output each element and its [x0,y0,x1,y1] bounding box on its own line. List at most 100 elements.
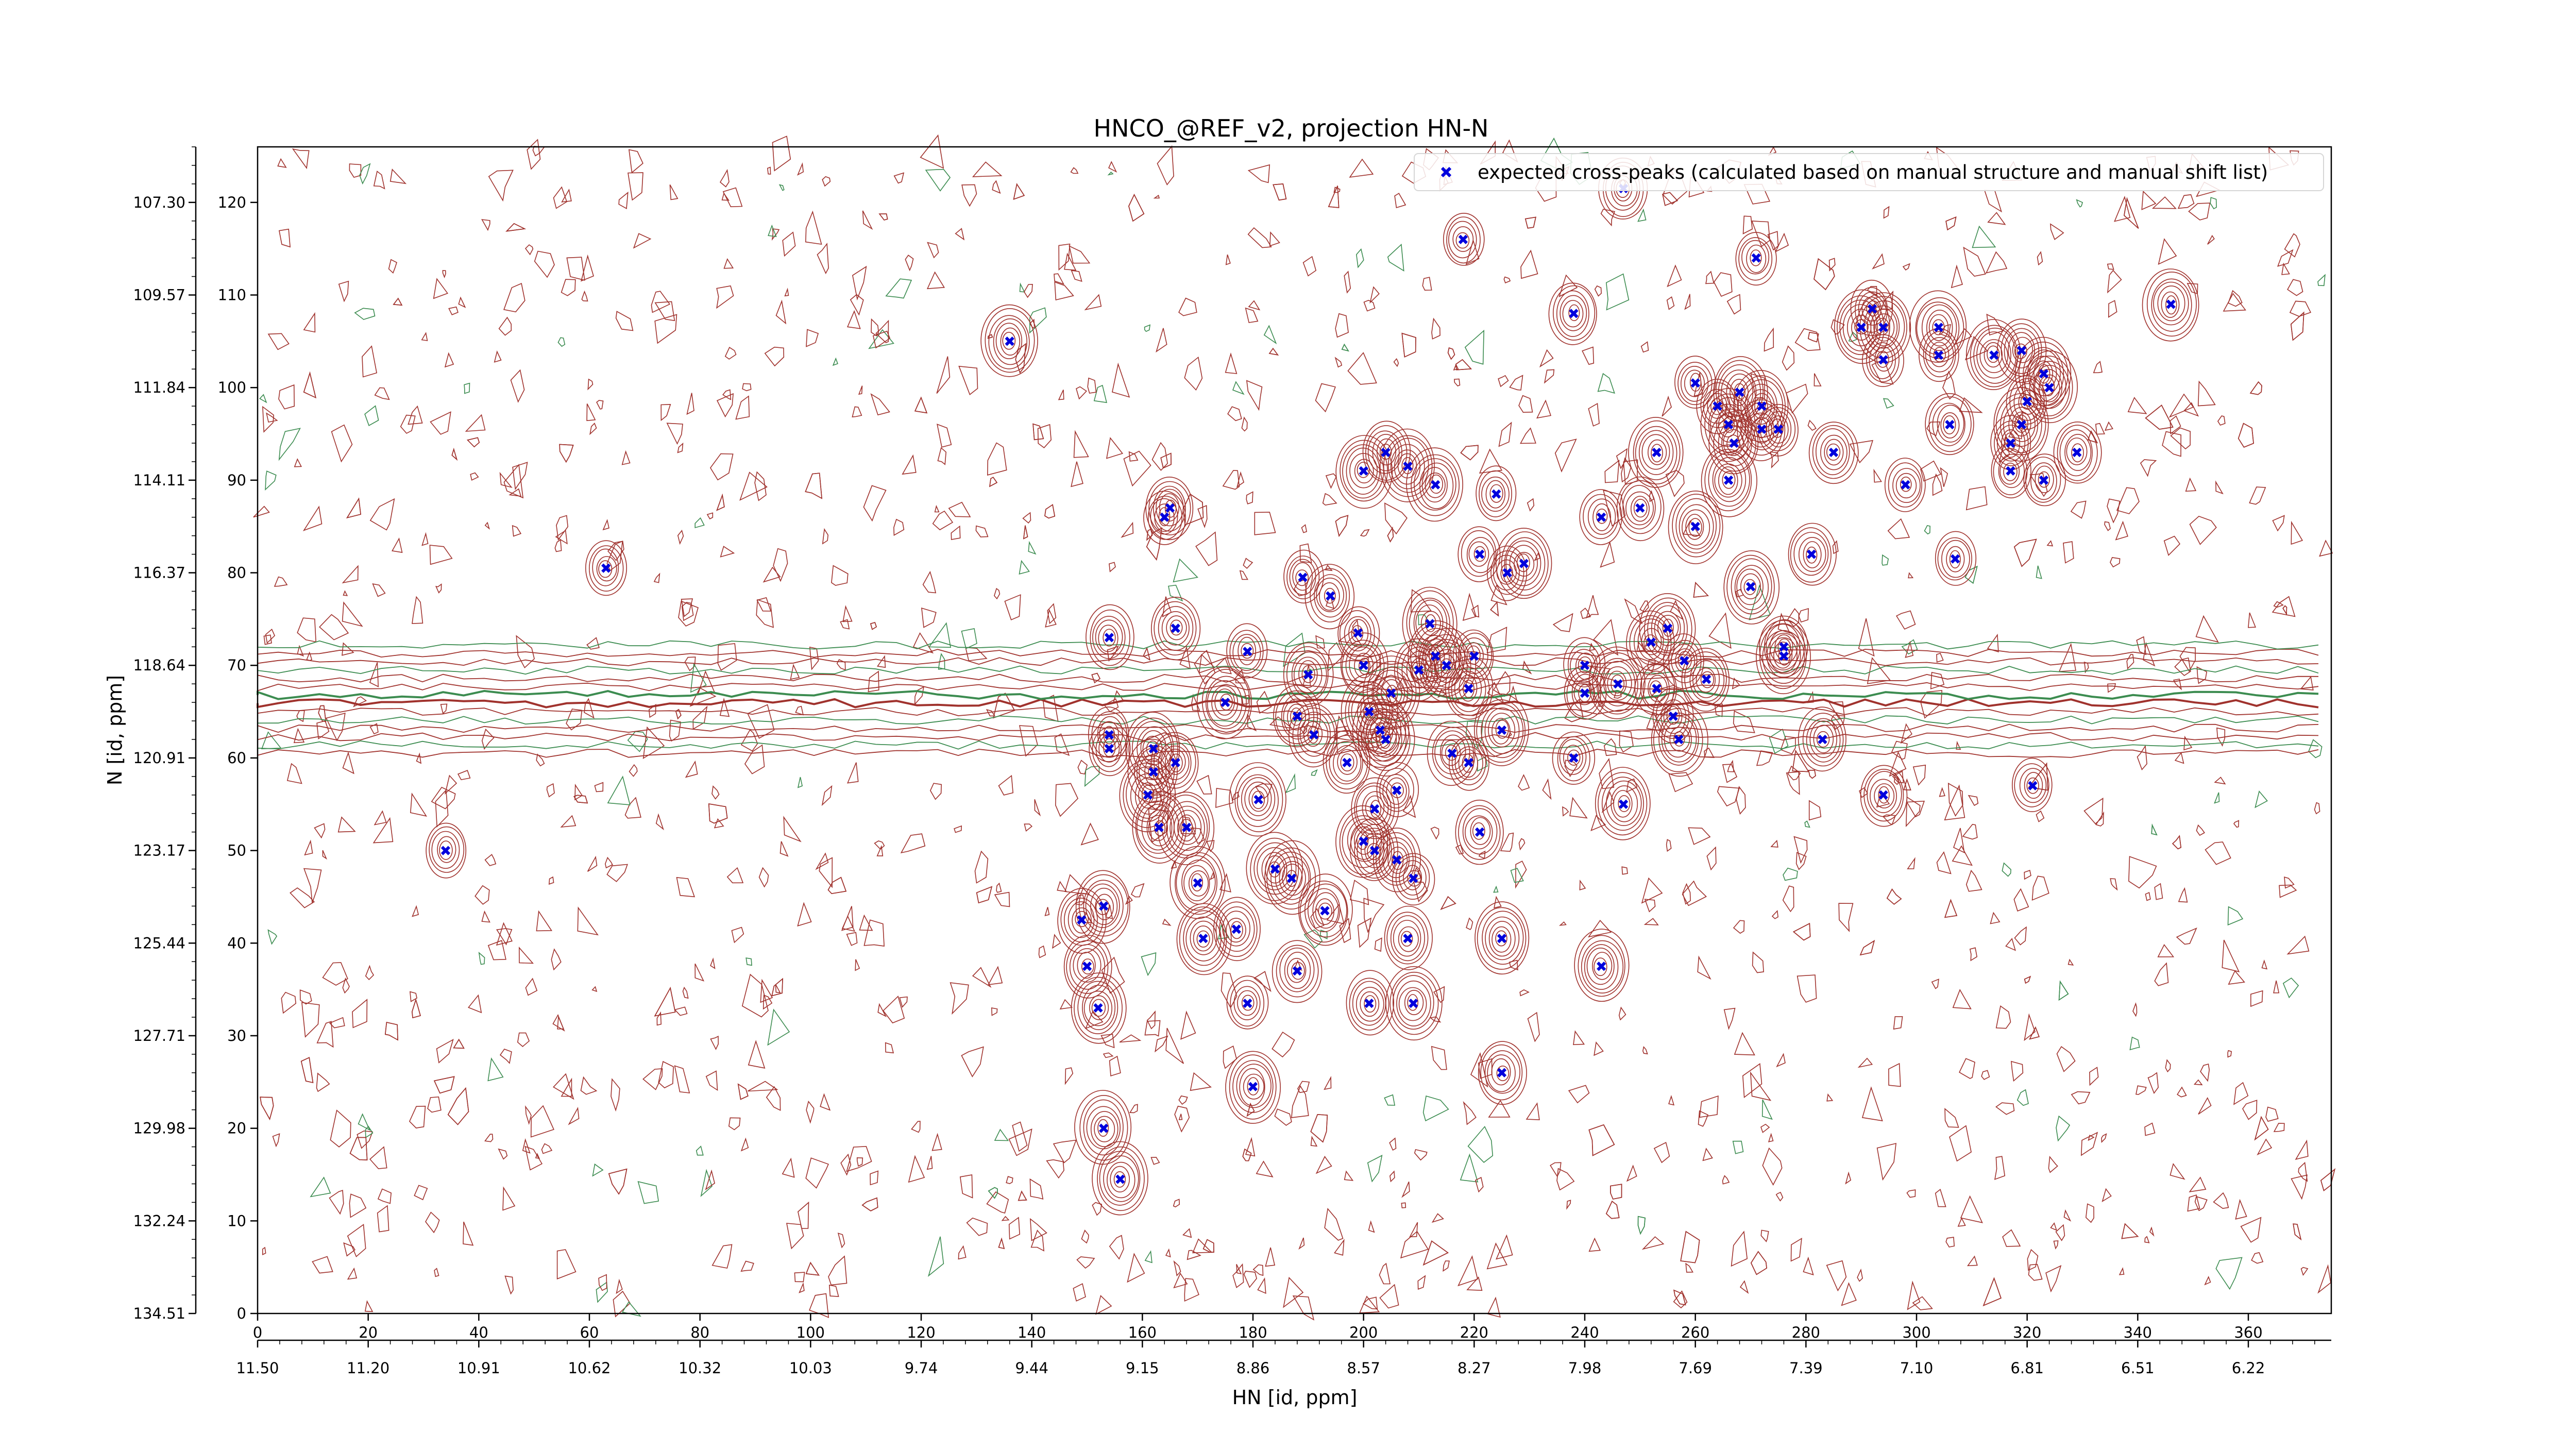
peak-contour [2042,377,2055,397]
peak-contour [1475,901,1530,975]
noise-contour [745,957,752,966]
noise-contour [349,1137,368,1160]
noise-contour [510,369,525,403]
peak-contour [1619,480,1662,534]
peak-contour [1976,331,2011,379]
noise-contour [1959,1058,1975,1079]
peak-contour [1628,417,1684,488]
peak-contour [1721,369,1757,416]
peak-contour [1079,1095,1128,1161]
peak-contour [1448,736,1489,791]
noise-contour [1257,1277,1266,1294]
noise-contour [1908,572,1914,579]
noise-contour [1178,297,1197,316]
noise-contour [2157,944,2175,957]
noise-contour [518,947,534,964]
noise-contour [1362,1296,1378,1310]
noise-contour [1182,1228,1192,1238]
noise-contour [1873,468,1882,483]
ridge-contour [257,648,2319,658]
noise-contour [1619,730,1634,753]
peak-marker [1447,748,1457,759]
noise-contour [850,294,864,316]
noise-contour [412,905,419,917]
noise-contour [2255,790,2268,808]
peak-contour [1095,619,1123,655]
x-tick-label: 20 [359,1324,378,1341]
peak-contour [1372,434,1400,471]
noise-contour [347,1267,358,1280]
peak-contour [1649,680,1663,698]
noise-contour [1215,787,1234,808]
noise-contour [1662,192,1679,206]
peak-marker [1597,962,1606,971]
noise-contour [676,877,696,898]
noise-contour [1355,248,1364,268]
noise-contour [1594,285,1602,297]
noise-contour [1379,1262,1391,1285]
peak-contour [1081,958,1094,975]
noise-contour [290,887,315,908]
noise-contour [369,498,395,531]
noise-contour [2162,431,2182,457]
peak-contour [1808,422,1859,484]
noise-contour [2215,1257,2243,1290]
peak-contour [1769,637,1798,673]
peak-contour [1460,637,1488,675]
peak-contour [1402,586,1458,662]
peak-marker [1668,711,1678,721]
noise-contour [1165,1248,1171,1258]
noise-contour [1055,783,1079,817]
noise-contour [1242,1148,1252,1161]
peak-marker [601,563,611,573]
peak-marker [1143,790,1153,800]
noise-contour [674,1065,690,1093]
peak-contour [1598,772,1648,836]
peak-contour [2015,336,2072,410]
y-tick-label: 100 [218,379,246,396]
noise-contour [1697,955,1711,980]
peak-contour [1308,726,1319,744]
y-tick-label: 50 [227,842,246,860]
noise-contour [448,306,459,315]
peak-marker [1392,855,1402,865]
noise-contour [2197,380,2216,407]
noise-contour [1460,1153,1479,1183]
peak-marker [1171,624,1180,633]
x-ppm-tick-label: 7.98 [1568,1359,1602,1377]
noise-contour [840,619,850,630]
noise-contour [573,795,588,804]
peak-contour [2039,374,2060,402]
noise-contour [784,288,789,297]
peak-contour [1371,722,1400,758]
peak-contour [1213,897,1261,962]
noise-contour [1643,918,1659,925]
noise-contour [1668,1095,1675,1106]
noise-contour [2154,883,2163,900]
peak-contour [1287,703,1306,731]
noise-contour [1953,828,1965,853]
peak-contour [1077,952,1096,979]
noise-contour [1429,1016,1442,1023]
peak-marker [1713,401,1722,411]
ridge-contour [257,749,2319,758]
peak-marker [1431,480,1440,490]
peak-contour [1169,753,1183,772]
noise-contour [1091,672,1101,684]
peak-marker [1934,323,1944,332]
peak-contour [1103,726,1115,745]
noise-contour [728,1117,741,1131]
y-ppm-tick-label: 118.64 [133,656,185,674]
noise-contour [1944,1108,1959,1128]
noise-contour [1662,395,1672,417]
noise-contour [532,146,545,157]
noise-contour [312,1256,333,1274]
noise-contour [773,548,788,582]
noise-contour [277,158,287,168]
noise-contour [2013,538,2037,567]
noise-contour [2228,970,2245,985]
peak-contour [2146,272,2197,337]
noise-contour [556,1249,577,1279]
noise-contour [525,978,538,996]
noise-contour [714,818,724,829]
